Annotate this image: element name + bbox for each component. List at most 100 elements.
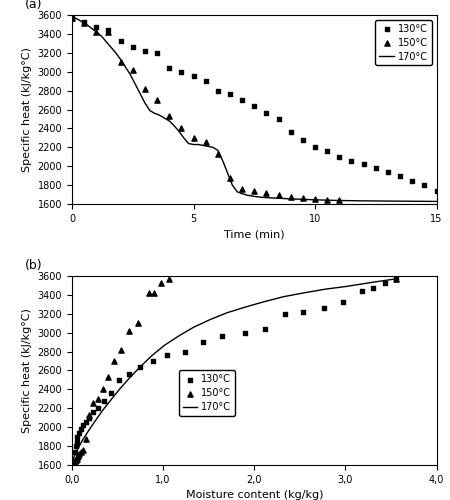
130°C <box>339 298 346 306</box>
150°C <box>76 450 83 458</box>
150°C <box>75 452 82 460</box>
130°C <box>73 438 80 446</box>
150°C <box>190 134 197 142</box>
130°C <box>219 332 226 340</box>
130°C <box>77 425 85 433</box>
130°C <box>116 376 123 384</box>
130°C <box>396 172 404 179</box>
150°C <box>129 66 136 74</box>
150°C <box>166 112 173 120</box>
150°C <box>105 28 112 36</box>
130°C <box>320 304 327 312</box>
130°C <box>324 147 331 155</box>
150°C <box>72 456 79 464</box>
130°C <box>200 338 207 346</box>
130°C <box>190 72 197 80</box>
150°C <box>145 289 152 297</box>
150°C <box>238 185 246 193</box>
150°C <box>90 398 97 406</box>
150°C <box>336 196 343 204</box>
130°C <box>382 278 389 286</box>
Y-axis label: Specific heat (kJ/kg°C): Specific heat (kJ/kg°C) <box>22 308 32 433</box>
150°C <box>74 454 81 462</box>
150°C <box>117 346 125 354</box>
150°C <box>99 386 107 394</box>
130°C <box>251 102 258 110</box>
130°C <box>163 352 171 360</box>
130°C <box>311 144 319 152</box>
150°C <box>165 275 172 283</box>
130°C <box>166 64 173 72</box>
150°C <box>134 319 141 327</box>
Y-axis label: Specific heat (kJ/kg°C): Specific heat (kJ/kg°C) <box>22 47 32 172</box>
150°C <box>117 58 124 66</box>
150°C <box>94 395 101 403</box>
130°C <box>74 432 81 440</box>
150°C <box>287 192 294 200</box>
130°C <box>202 77 209 85</box>
130°C <box>82 418 89 426</box>
130°C <box>369 284 376 292</box>
130°C <box>149 357 157 365</box>
Text: (b): (b) <box>25 259 42 272</box>
130°C <box>126 370 133 378</box>
Legend: 130°C, 150°C, 170°C: 130°C, 150°C, 170°C <box>179 370 235 416</box>
150°C <box>68 14 76 22</box>
130°C <box>86 414 93 422</box>
130°C <box>117 38 124 46</box>
130°C <box>79 422 86 430</box>
130°C <box>181 348 189 356</box>
130°C <box>282 310 289 318</box>
150°C <box>82 434 89 442</box>
130°C <box>93 24 100 32</box>
150°C <box>178 124 185 132</box>
150°C <box>81 18 88 26</box>
130°C <box>81 18 88 25</box>
150°C <box>73 456 80 464</box>
150°C <box>275 190 282 198</box>
130°C <box>358 287 365 295</box>
130°C <box>238 96 246 104</box>
130°C <box>433 187 440 195</box>
150°C <box>110 357 117 365</box>
130°C <box>68 14 76 22</box>
130°C <box>105 26 112 34</box>
Legend: 130°C, 150°C, 170°C: 130°C, 150°C, 170°C <box>375 20 432 66</box>
130°C <box>137 362 144 370</box>
130°C <box>384 168 392 176</box>
130°C <box>76 429 83 437</box>
130°C <box>153 49 161 57</box>
130°C <box>94 404 101 412</box>
Point <box>393 275 400 283</box>
150°C <box>93 28 100 36</box>
150°C <box>126 327 133 335</box>
130°C <box>141 47 149 55</box>
150°C <box>153 96 161 104</box>
130°C <box>72 442 79 450</box>
130°C <box>300 308 307 316</box>
130°C <box>242 328 249 336</box>
130°C <box>348 156 355 164</box>
150°C <box>263 188 270 196</box>
150°C <box>202 138 209 145</box>
150°C <box>105 373 112 381</box>
130°C <box>360 160 367 168</box>
150°C <box>86 411 93 419</box>
130°C <box>90 408 97 416</box>
130°C <box>178 68 185 76</box>
130°C <box>108 389 115 397</box>
150°C <box>251 187 258 195</box>
150°C <box>79 446 86 454</box>
130°C <box>226 90 234 98</box>
150°C <box>158 280 165 287</box>
150°C <box>77 448 85 456</box>
Text: (a): (a) <box>25 0 42 11</box>
130°C <box>129 43 136 51</box>
X-axis label: Time (min): Time (min) <box>224 230 284 239</box>
130°C <box>263 110 270 118</box>
150°C <box>70 457 77 465</box>
130°C <box>409 178 416 186</box>
150°C <box>214 150 221 158</box>
X-axis label: Moisture content (kg/kg): Moisture content (kg/kg) <box>185 490 323 500</box>
130°C <box>287 128 294 136</box>
